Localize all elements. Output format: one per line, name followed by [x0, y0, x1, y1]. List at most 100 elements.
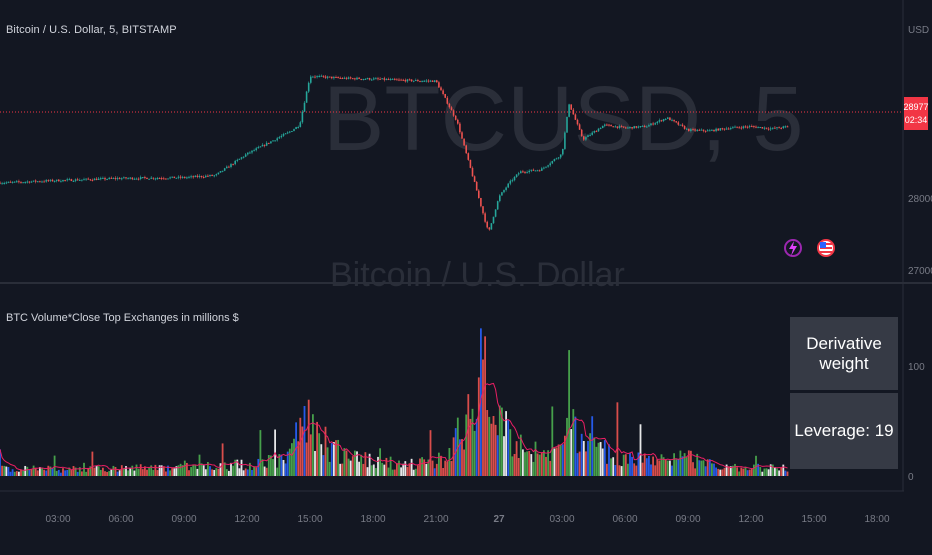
volume-bar [650, 464, 652, 476]
candle-body [486, 221, 488, 228]
candle-body [184, 176, 186, 178]
volume-bar [120, 465, 123, 476]
candle-body [654, 123, 656, 125]
volume-bar [230, 462, 232, 476]
volume-bar [696, 453, 699, 476]
candle-body [39, 181, 41, 183]
time-axis[interactable]: 03:00 06:00 09:00 12:00 15:00 18:00 21:0… [45, 514, 889, 525]
volume-bar [303, 405, 306, 476]
volume-bar [681, 456, 684, 476]
volume-bar [484, 336, 486, 476]
volume-bar [9, 471, 12, 476]
candle-body [3, 182, 5, 184]
candle-body [734, 126, 736, 128]
volume-bar [763, 468, 766, 476]
volume-bar [81, 471, 83, 476]
volume-bar [490, 423, 493, 476]
volume-bar [603, 440, 606, 476]
candle-body [761, 127, 764, 129]
us-flag-icon[interactable] [817, 239, 835, 257]
volume-bar [570, 429, 573, 476]
candle-body [89, 179, 92, 181]
price-candles[interactable] [0, 74, 789, 231]
volume-bar [599, 442, 602, 476]
volume-bar [784, 470, 787, 476]
volume-bar [429, 430, 432, 476]
volume-bar [236, 459, 239, 476]
candle-body [188, 176, 190, 178]
volume-bar [721, 469, 724, 476]
volume-bar [771, 464, 774, 476]
volume-bar [677, 459, 680, 476]
candle-body [335, 77, 337, 79]
volume-bar [528, 450, 531, 476]
volume-bar [669, 460, 671, 476]
candle-body [448, 103, 451, 108]
volume-bar [330, 443, 333, 476]
volume-bar [463, 449, 465, 476]
candle-body [137, 178, 140, 180]
candle-body [223, 168, 226, 171]
volume-bar [171, 468, 174, 476]
candle-body [438, 82, 440, 88]
candle-body [526, 172, 528, 174]
candle-body [219, 171, 222, 173]
candle-body [16, 181, 18, 183]
candle-body [293, 129, 295, 132]
candle-body [501, 192, 503, 196]
volume-bar [278, 454, 281, 476]
candle-body [763, 127, 766, 129]
candle-body [772, 127, 774, 129]
volume-bar [133, 470, 136, 476]
candle-body [129, 177, 131, 179]
volume-bar [486, 410, 489, 476]
candle-body [425, 80, 428, 82]
candle-body [732, 127, 734, 129]
volume-bar [687, 450, 690, 476]
volume-bar [370, 465, 373, 476]
volume-bar [196, 468, 199, 476]
candle-body [341, 78, 344, 80]
volume-bar [658, 460, 661, 476]
symbol-title[interactable]: Bitcoin / U.S. Dollar, 5, BITSTAMP [6, 24, 177, 36]
candle-body [559, 154, 562, 158]
volume-bar [221, 443, 224, 476]
candle-body [198, 175, 201, 177]
volume-bar [200, 463, 203, 476]
current-price-badge: 28977 02:34 [903, 97, 929, 130]
candle-body [364, 78, 367, 80]
volume-bar [704, 466, 707, 476]
volume-bar [249, 462, 251, 476]
candle-body [601, 125, 604, 129]
volume-bar [708, 459, 711, 476]
volume-bar [633, 463, 636, 476]
candle-body [570, 104, 572, 110]
volume-bar [333, 442, 335, 476]
indicator-title[interactable]: BTC Volume*Close Top Exchanges in millio… [6, 312, 239, 324]
volume-bar [270, 455, 272, 476]
volume-bar [251, 470, 253, 476]
time-tick: 12:00 [234, 514, 259, 525]
volume-bars[interactable] [0, 328, 789, 476]
lightning-icon[interactable] [784, 239, 802, 257]
candle-body [461, 132, 463, 139]
candle-body [585, 137, 587, 140]
time-tick-day: 27 [493, 514, 505, 525]
candle-body [534, 170, 537, 172]
candle-body [396, 79, 398, 81]
volume-bar [366, 467, 369, 476]
candle-body [190, 176, 192, 178]
price-axis-tick: 27000 [908, 266, 932, 277]
candle-body [650, 123, 652, 126]
volume-bar [358, 461, 360, 476]
volume-bar [160, 465, 163, 476]
volume-bar [18, 471, 20, 476]
candle-body [28, 181, 31, 183]
candle-body [660, 120, 663, 122]
candle-body [272, 140, 274, 142]
volume-bar [702, 460, 705, 476]
volume-bar [114, 466, 117, 476]
candle-body [95, 178, 98, 180]
